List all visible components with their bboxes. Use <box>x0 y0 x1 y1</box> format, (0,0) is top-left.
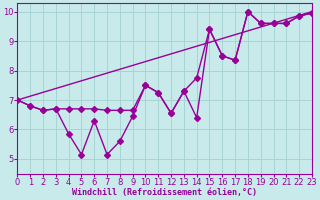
X-axis label: Windchill (Refroidissement éolien,°C): Windchill (Refroidissement éolien,°C) <box>72 188 257 197</box>
